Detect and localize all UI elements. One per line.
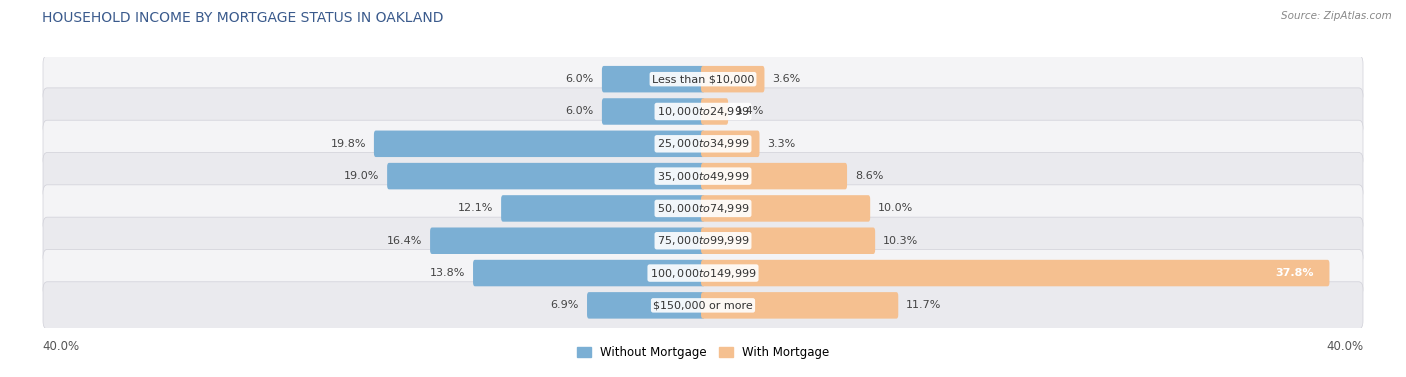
FancyBboxPatch shape bbox=[44, 217, 1362, 264]
Text: 10.0%: 10.0% bbox=[879, 204, 914, 213]
Text: $150,000 or more: $150,000 or more bbox=[654, 300, 752, 310]
Text: 16.4%: 16.4% bbox=[387, 236, 422, 246]
FancyBboxPatch shape bbox=[702, 195, 870, 222]
Text: 3.6%: 3.6% bbox=[772, 74, 800, 84]
FancyBboxPatch shape bbox=[472, 260, 704, 286]
FancyBboxPatch shape bbox=[44, 185, 1362, 232]
Text: $75,000 to $99,999: $75,000 to $99,999 bbox=[657, 234, 749, 247]
FancyBboxPatch shape bbox=[44, 250, 1362, 297]
Text: 13.8%: 13.8% bbox=[430, 268, 465, 278]
Text: 6.0%: 6.0% bbox=[565, 106, 593, 116]
FancyBboxPatch shape bbox=[702, 163, 846, 189]
Text: $35,000 to $49,999: $35,000 to $49,999 bbox=[657, 170, 749, 182]
FancyBboxPatch shape bbox=[44, 88, 1362, 135]
FancyBboxPatch shape bbox=[702, 227, 875, 254]
FancyBboxPatch shape bbox=[602, 66, 704, 92]
Text: 6.9%: 6.9% bbox=[551, 300, 579, 310]
FancyBboxPatch shape bbox=[430, 227, 704, 254]
Text: 19.8%: 19.8% bbox=[330, 139, 366, 149]
FancyBboxPatch shape bbox=[702, 130, 759, 157]
Text: 8.6%: 8.6% bbox=[855, 171, 883, 181]
FancyBboxPatch shape bbox=[602, 98, 704, 125]
Text: Source: ZipAtlas.com: Source: ZipAtlas.com bbox=[1281, 11, 1392, 21]
Text: Less than $10,000: Less than $10,000 bbox=[652, 74, 754, 84]
FancyBboxPatch shape bbox=[588, 292, 704, 319]
FancyBboxPatch shape bbox=[44, 282, 1362, 329]
Text: 37.8%: 37.8% bbox=[1275, 268, 1315, 278]
FancyBboxPatch shape bbox=[387, 163, 704, 189]
FancyBboxPatch shape bbox=[702, 260, 1330, 286]
Text: 6.0%: 6.0% bbox=[565, 74, 593, 84]
Text: 19.0%: 19.0% bbox=[344, 171, 380, 181]
FancyBboxPatch shape bbox=[702, 292, 898, 319]
Legend: Without Mortgage, With Mortgage: Without Mortgage, With Mortgage bbox=[572, 341, 834, 363]
FancyBboxPatch shape bbox=[44, 55, 1362, 103]
Text: $100,000 to $149,999: $100,000 to $149,999 bbox=[650, 267, 756, 280]
FancyBboxPatch shape bbox=[702, 66, 765, 92]
FancyBboxPatch shape bbox=[501, 195, 704, 222]
FancyBboxPatch shape bbox=[702, 98, 728, 125]
FancyBboxPatch shape bbox=[374, 130, 704, 157]
Text: 12.1%: 12.1% bbox=[458, 204, 494, 213]
Text: 10.3%: 10.3% bbox=[883, 236, 918, 246]
FancyBboxPatch shape bbox=[44, 120, 1362, 167]
Text: 1.4%: 1.4% bbox=[737, 106, 765, 116]
Text: HOUSEHOLD INCOME BY MORTGAGE STATUS IN OAKLAND: HOUSEHOLD INCOME BY MORTGAGE STATUS IN O… bbox=[42, 11, 444, 25]
Text: 40.0%: 40.0% bbox=[1327, 340, 1364, 353]
Text: $25,000 to $34,999: $25,000 to $34,999 bbox=[657, 137, 749, 150]
Text: 11.7%: 11.7% bbox=[907, 300, 942, 310]
Text: 3.3%: 3.3% bbox=[768, 139, 796, 149]
FancyBboxPatch shape bbox=[44, 153, 1362, 200]
Text: $50,000 to $74,999: $50,000 to $74,999 bbox=[657, 202, 749, 215]
Text: 40.0%: 40.0% bbox=[42, 340, 79, 353]
Text: $10,000 to $24,999: $10,000 to $24,999 bbox=[657, 105, 749, 118]
